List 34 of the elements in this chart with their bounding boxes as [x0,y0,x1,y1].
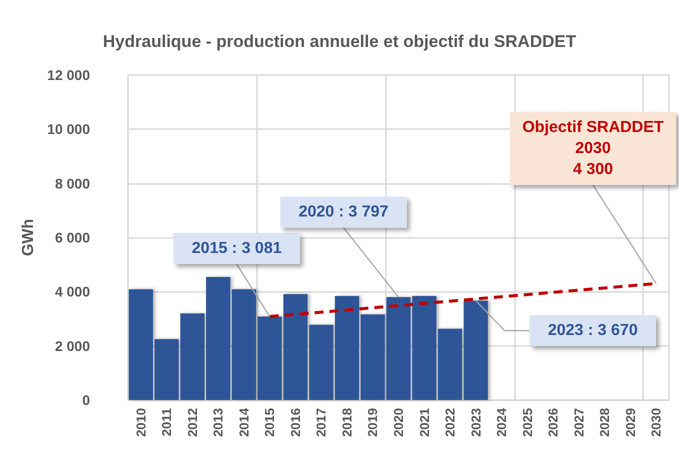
x-tick-label: 2027 [571,408,586,437]
x-tick-label: 2013 [210,408,226,437]
y-tick-label: 2 000 [54,338,90,354]
chart-title: Hydraulique - production annuelle et objectif du SRADDET [102,32,577,51]
x-tick-label: 2010 [133,408,148,437]
y-tick-label: 8 000 [54,175,90,192]
x-tick-label: 2015 [262,408,278,437]
x-tick-label: 2021 [416,408,432,437]
x-tick-label: 2030 [648,408,664,437]
x-tick-label: 2026 [546,408,561,437]
x-tick-label: 2028 [597,408,612,437]
y-tick-label: 0 [82,392,90,408]
y-tick-label: 12 000 [47,67,90,83]
x-tick-label: 2029 [622,408,638,437]
annotation: 2020 : 3 797 [298,204,389,221]
annotation: Objectif SRADDET 2030 4 300 [522,119,664,178]
x-tick-label: 2022 [442,408,458,437]
x-tick-label: 2025 [520,408,535,437]
x-tick-label: 2012 [184,408,200,437]
y-axis-title: GWh [20,218,37,256]
x-tick-label: 2018 [339,408,354,437]
x-tick-label: 2014 [236,407,252,437]
x-tick-label: 2017 [314,408,329,437]
annotation: 2015 : 3 081 [192,240,282,258]
y-tick-label: 4 000 [54,284,90,300]
y-tick-label: 10 000 [47,121,90,138]
x-tick-label: 2016 [288,408,303,437]
x-tick-label: 2020 [391,408,406,437]
x-tick-label: 2023 [468,408,484,437]
y-tick-label: 6 000 [54,230,90,246]
x-tick-label: 2024 [494,407,510,437]
annotation: 2023 : 3 670 [548,322,638,340]
x-tick-label: 2019 [365,408,380,437]
x-tick-label: 2011 [159,408,174,436]
